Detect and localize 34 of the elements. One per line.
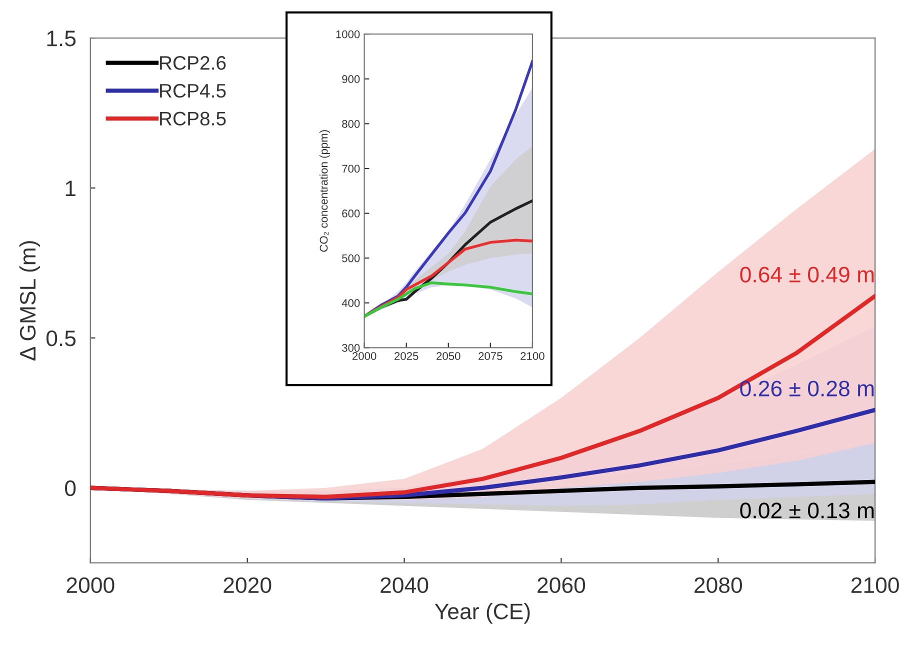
line-series bbox=[90, 294, 876, 499]
x-tick-label: 2080 bbox=[694, 577, 742, 594]
x-tick-label: 2040 bbox=[380, 577, 428, 594]
y-axis-title: CO₂ concentration (ppm) bbox=[320, 130, 330, 252]
annotation: 0.02 ± 0.13 m bbox=[740, 502, 874, 518]
x-tick-label: 2000 bbox=[66, 577, 114, 594]
legend-label: RCP2.6 bbox=[160, 56, 226, 70]
x-axis-title: Year (CE) bbox=[434, 603, 530, 624]
y-tick-label: 1.5 bbox=[47, 30, 76, 46]
y-tick-label: 400 bbox=[342, 299, 360, 308]
y-tick-label: 900 bbox=[342, 75, 360, 84]
x-tick-label: 2060 bbox=[538, 577, 586, 594]
annotation: 0.26 ± 0.28 m bbox=[740, 380, 874, 396]
x-tick-label: 2020 bbox=[224, 577, 272, 594]
y-axis-title: Δ GMSL (m) bbox=[19, 241, 40, 360]
y-tick-label: 1000 bbox=[336, 30, 360, 38]
legend-label: RCP8.5 bbox=[160, 112, 226, 126]
x-tick-label: 2100 bbox=[851, 577, 899, 594]
y-tick-label: 0.5 bbox=[46, 330, 76, 346]
x-tick-label: 2075 bbox=[478, 352, 502, 360]
legend-label: RCP4.5 bbox=[160, 84, 226, 98]
x-tick-label: 2100 bbox=[520, 352, 544, 360]
annotation: 0.64 ± 0.49 m bbox=[740, 266, 874, 282]
x-tick-label: 2050 bbox=[436, 352, 460, 360]
x-tick-label: 2025 bbox=[394, 352, 418, 360]
y-tick-label: 0 bbox=[65, 480, 76, 496]
y-tick-label: 700 bbox=[342, 164, 360, 173]
y-tick-label: 600 bbox=[342, 210, 360, 218]
y-tick-label: 500 bbox=[342, 254, 360, 262]
y-tick-label: 1 bbox=[66, 180, 76, 196]
x-tick-label: 2000 bbox=[352, 352, 376, 360]
y-tick-label: 300 bbox=[342, 344, 360, 352]
line-series bbox=[364, 281, 532, 318]
y-tick-label: 800 bbox=[342, 120, 360, 128]
